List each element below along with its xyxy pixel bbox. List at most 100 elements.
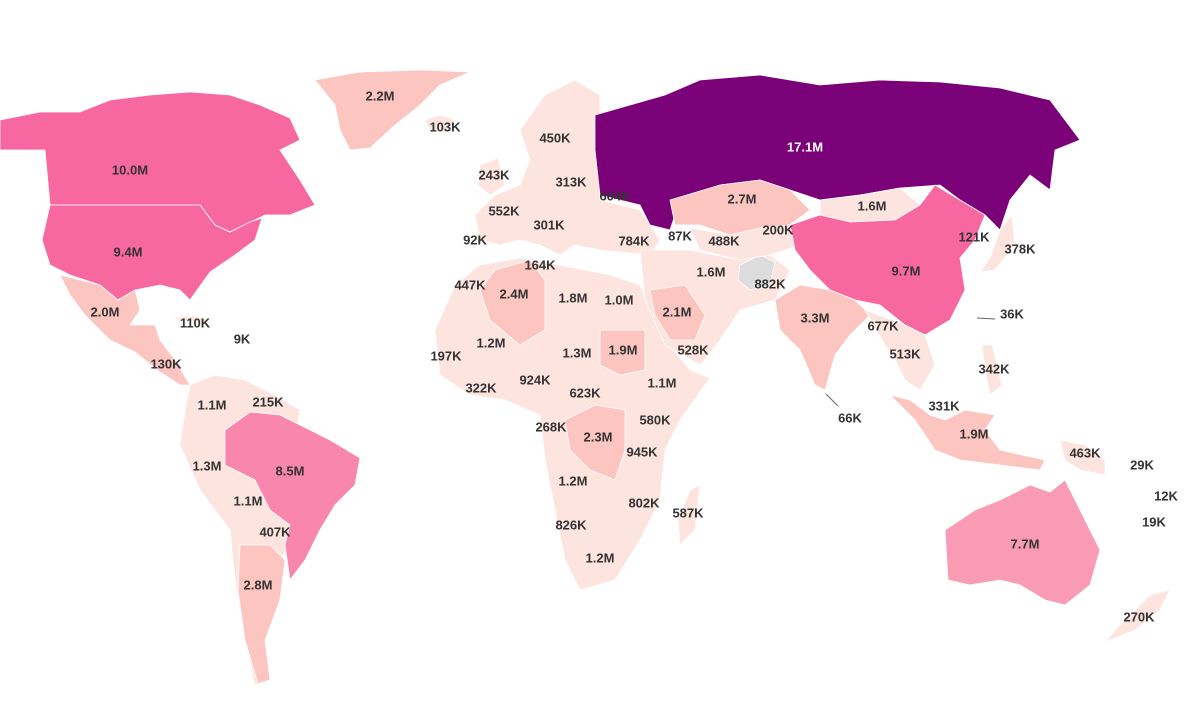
region-greenland[interactable] [314,69,471,151]
region-algeria[interactable] [479,259,546,346]
value-label-russia: 17.1M [787,139,823,154]
region-saudi-arabia[interactable] [649,284,706,341]
value-label-turkmenistan: 488K [708,233,740,248]
region-russia[interactable] [594,74,1081,231]
value-label-kazakhstan: 2.7M [728,191,757,206]
value-label-egypt: 1.0M [605,292,634,307]
value-label-tunisia: 164K [524,257,556,272]
value-label-libya: 1.8M [559,290,588,305]
value-label-iran: 1.6M [697,264,726,279]
value-label-dr-congo: 2.3M [584,429,613,444]
value-label-c-te-d-ivoire: 322K [465,380,497,395]
value-label-new-zealand: 270K [1123,609,1155,624]
value-label-indonesia: 1.9M [960,426,989,441]
value-label-saudi-arabia: 2.1M [663,304,692,319]
value-label-senegal: 197K [430,348,462,363]
leader-line-sri-lanka [825,393,839,407]
value-label-kyrgyzstan: 200K [762,222,794,237]
value-label-united-states: 9.4M [114,244,143,259]
value-label-namibia: 826K [555,517,587,532]
value-label-india: 3.3M [801,310,830,325]
value-label-azerbaijan: 87K [668,228,692,243]
value-label-central-african-rep-: 623K [569,385,601,400]
landmasses [0,69,1171,686]
value-label-myanmar: 677K [867,318,899,333]
value-label-poland: 313K [555,174,587,189]
value-label-paraguay: 407K [259,524,291,539]
value-label-nicaragua: 130K [150,356,182,371]
value-label-australia: 7.7M [1011,536,1040,551]
value-label-portugal: 92K [463,232,487,247]
region-europe[interactable] [474,79,661,256]
value-label-madagascar: 587K [672,505,704,520]
region-mexico[interactable] [59,274,191,386]
region-japan[interactable] [979,213,1016,273]
region-new-zealand[interactable] [1104,589,1171,643]
region-india[interactable] [774,284,871,391]
value-label-philippines: 342K [978,361,1010,376]
value-label-afghanistan: 882K [754,276,786,291]
value-label-taiwan: 36K [1000,306,1024,321]
region-southeast-asia[interactable] [864,309,936,391]
region-iceland[interactable] [424,114,456,131]
value-label-vanuatu: 12K [1154,488,1178,503]
region-indonesia[interactable] [888,394,1046,471]
value-label-puerto-rico: 9K [234,331,251,346]
leader-line-taiwan [976,317,996,320]
value-label-papua-new-guinea: 463K [1069,445,1101,460]
value-label-malaysia: 331K [928,398,960,413]
value-label-canada: 10.0M [112,162,148,177]
value-label-sri-lanka: 66K [838,410,862,425]
value-label-colombia: 1.1M [198,397,227,412]
value-label-mongolia: 1.6M [858,198,887,213]
value-label-turkey: 784K [618,233,650,248]
value-label-chad: 1.3M [563,345,592,360]
value-label-mexico: 2.0M [91,304,120,319]
value-label-tanzania: 945K [626,444,658,459]
value-label-mozambique: 802K [628,495,660,510]
value-label-thailand: 513K [889,346,921,361]
value-labels: 2.2M 103K 10.0M 9.4M 2.0M 110K 9K 130K 1.1M 215K 1… [91,88,1179,624]
value-label-guyana: 215K [252,394,284,409]
value-label-ethiopia: 1.1M [648,375,677,390]
region-papua-new-guinea[interactable] [1059,439,1106,476]
value-label-gabon: 268K [535,419,567,434]
value-label-south-africa: 1.2M [586,550,615,565]
value-label-new-caledonia: 19K [1142,514,1166,529]
value-label-bolivia: 1.1M [234,493,263,508]
value-label-kenya: 580K [639,412,671,427]
value-label-peru: 1.3M [193,458,222,473]
value-label-ukraine: 604K [599,188,631,203]
value-label-japan: 378K [1004,241,1036,256]
value-label-sudan: 1.9M [609,342,638,357]
region-sudan[interactable] [599,329,646,376]
region-philippines[interactable] [981,344,1003,396]
value-label-france: 552K [488,203,520,218]
value-label-china: 9.7M [892,263,921,278]
value-label-algeria: 2.4M [500,286,529,301]
region-dr-congo[interactable] [564,404,626,481]
region-madagascar[interactable] [677,484,701,546]
value-label-sweden: 450K [539,130,571,145]
region-united-states[interactable] [41,204,263,301]
region-brazil[interactable] [224,411,361,582]
value-label-solomon-islands: 29K [1130,457,1154,472]
region-argentina[interactable] [237,544,286,685]
region-australia[interactable] [944,479,1101,606]
value-label-angola: 1.2M [559,473,588,488]
value-label-cuba: 110K [180,315,211,330]
value-label-yemen: 528K [677,342,709,357]
value-label-united-kingdom: 243K [478,167,510,182]
value-label-iceland: 103K [429,119,461,134]
value-label-argentina: 2.8M [244,577,273,592]
region-cuba[interactable] [169,315,216,323]
value-label-greenland: 2.2M [366,88,395,103]
region-united-kingdom[interactable] [477,157,506,196]
value-label-nigeria: 924K [519,372,551,387]
value-label-north-korea: 121K [958,229,990,244]
value-label-morocco: 447K [454,277,486,292]
value-label-brazil: 8.5M [276,463,305,478]
value-label-mali: 1.2M [477,335,506,350]
value-label-italy: 301K [533,217,565,232]
